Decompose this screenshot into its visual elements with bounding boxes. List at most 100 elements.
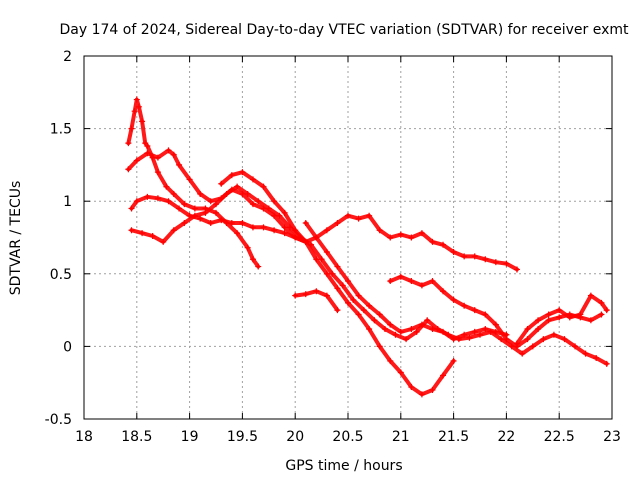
data-point: [498, 336, 505, 343]
data-points: [125, 96, 610, 398]
data-point: [461, 331, 468, 338]
data-point: [218, 217, 225, 224]
data-point: [350, 296, 357, 303]
data-point: [418, 282, 425, 289]
data-point: [397, 231, 404, 238]
data-point: [244, 190, 251, 197]
data-point: [154, 169, 161, 176]
data-point: [366, 325, 373, 332]
data-point: [128, 205, 135, 212]
data-point: [397, 273, 404, 280]
data-point: [387, 278, 394, 285]
data-point: [334, 285, 341, 292]
data-point: [376, 343, 383, 350]
data-point: [403, 336, 410, 343]
data-point: [371, 317, 378, 324]
x-tick-label: 18: [75, 429, 93, 445]
y-axis-label: SDTVAR / TECUs: [8, 181, 24, 296]
data-point: [440, 241, 447, 248]
data-point: [255, 198, 262, 205]
data-point: [218, 180, 225, 187]
data-point: [513, 340, 520, 347]
data-point: [477, 331, 483, 338]
data-point: [133, 198, 140, 205]
data-point: [176, 161, 183, 168]
data-point: [131, 108, 138, 115]
data-point: [603, 307, 610, 314]
data-point: [125, 166, 132, 173]
data-point: [577, 311, 584, 318]
data-point: [345, 299, 351, 306]
data-point: [345, 212, 351, 219]
data-point: [418, 321, 425, 328]
series-track-9: [513, 292, 610, 347]
data-point: [440, 372, 447, 379]
data-point: [234, 183, 241, 190]
y-axis: -0.5 0 0.5 1 1.5 2: [45, 49, 612, 428]
data-point: [191, 205, 198, 212]
data-point: [566, 314, 573, 321]
data-point: [366, 302, 373, 309]
data-point: [471, 328, 478, 335]
data-point: [323, 270, 330, 277]
data-point: [387, 357, 394, 364]
data-point: [587, 317, 594, 324]
data-point: [550, 331, 557, 338]
series-track-2: [125, 147, 457, 398]
data-point: [535, 317, 542, 324]
x-tick-label: 21: [392, 429, 410, 445]
series-track-4: [128, 193, 520, 273]
data-point: [323, 292, 330, 299]
data-point: [593, 355, 600, 362]
data-point: [482, 325, 489, 332]
series-track-3: [128, 183, 610, 367]
data-point: [223, 190, 230, 197]
data-point: [170, 190, 177, 197]
data-point: [239, 169, 246, 176]
x-tick-label: 23: [603, 429, 621, 445]
data-point: [135, 103, 142, 110]
y-tick-label: 0.5: [50, 267, 72, 283]
data-point: [139, 118, 146, 125]
data-point: [587, 292, 594, 299]
data-point: [603, 360, 610, 367]
data-point: [466, 334, 473, 341]
data-point: [339, 282, 346, 289]
data-point: [556, 307, 563, 314]
data-point: [249, 256, 256, 263]
data-point: [424, 317, 431, 324]
data-point: [163, 183, 170, 190]
data-point: [213, 201, 219, 208]
data-point: [492, 259, 499, 266]
data-point: [524, 325, 531, 332]
x-tick-label: 19.5: [227, 429, 258, 445]
data-point: [429, 325, 436, 332]
data-point: [450, 249, 457, 256]
x-tick-label: 18.5: [121, 429, 152, 445]
data-point: [408, 234, 415, 241]
data-point: [265, 205, 272, 212]
data-point: [133, 96, 140, 103]
data-point: [345, 278, 351, 285]
data-point: [202, 209, 209, 216]
data-point: [450, 336, 457, 343]
data-point: [249, 176, 256, 183]
y-tick-label: 0: [63, 339, 72, 355]
series-track-6: [292, 288, 341, 314]
data-point: [572, 343, 579, 350]
data-point: [271, 227, 278, 234]
data-point: [360, 307, 367, 314]
data-point: [255, 263, 262, 270]
data-point: [149, 233, 156, 240]
data-point: [418, 391, 425, 398]
data-point: [292, 234, 299, 241]
data-point: [413, 328, 420, 335]
data-point: [144, 143, 151, 150]
data-point: [313, 234, 320, 241]
data-point: [397, 328, 404, 335]
data-point: [519, 350, 526, 357]
data-point: [482, 256, 489, 263]
data-point: [334, 219, 341, 226]
data-point: [313, 288, 320, 295]
